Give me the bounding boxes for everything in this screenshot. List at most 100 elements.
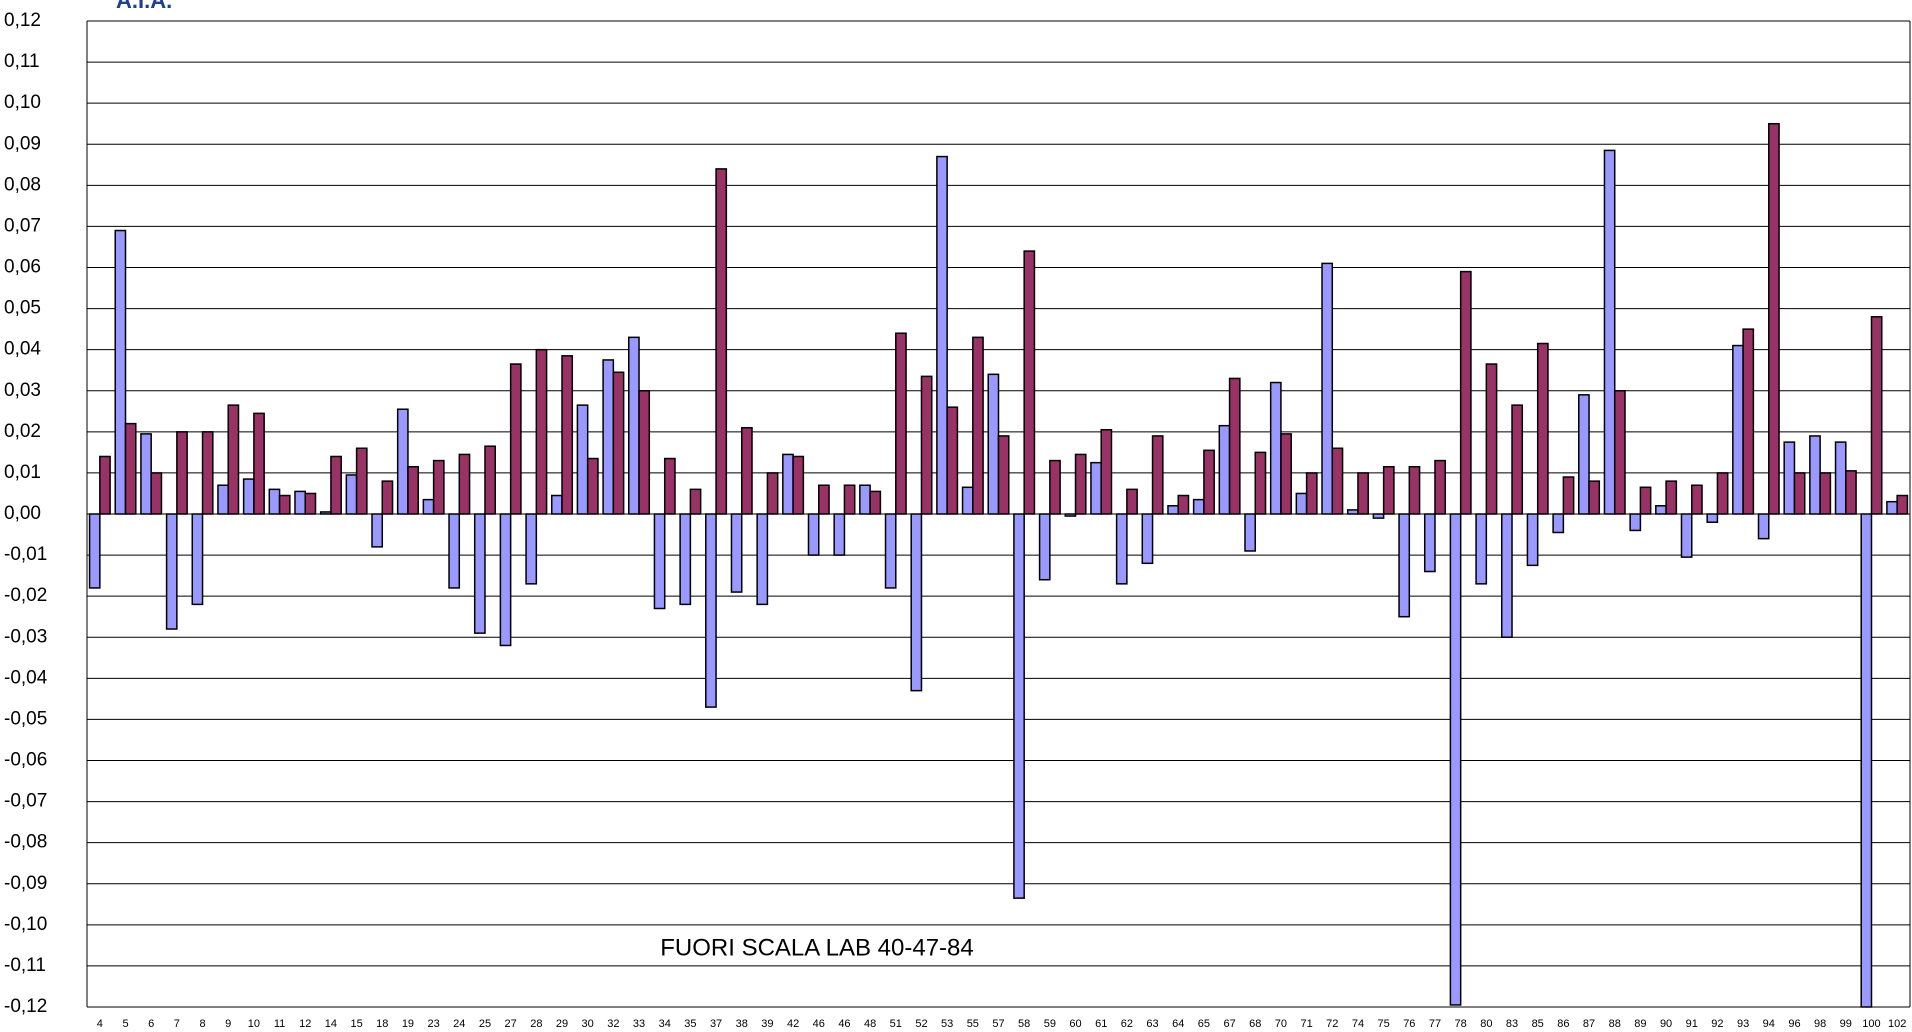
bar [792,455,805,515]
bar [1886,500,1898,515]
bar [1578,394,1590,515]
x-tick-label: 39 [761,1018,773,1030]
x-tick-label: 91 [1686,1018,1698,1030]
bar [1562,476,1575,515]
bar [1613,390,1626,515]
y-tick-label: -0,12 [4,996,47,1017]
bar [756,513,769,606]
x-tick-label: 100 [1862,1018,1880,1030]
x-tick-label: 98 [1814,1018,1826,1030]
y-tick-label: 0,01 [4,462,41,483]
bar [1177,494,1190,515]
x-tick-label: 28 [530,1018,542,1030]
y-tick-label: -0,04 [4,667,48,688]
x-tick-label: 11 [274,1018,285,1030]
x-tick-label: 72 [1326,1018,1338,1030]
bar [1655,505,1667,515]
y-tick-label: 0,10 [4,92,41,113]
y-tick-label: -0,06 [4,750,47,771]
bar [525,513,538,585]
bar [448,513,461,589]
bar [628,336,640,515]
x-tick-label: 12 [299,1018,311,1030]
x-tick-label: 51 [890,1018,902,1030]
bar [1716,472,1729,515]
bar [1218,424,1231,515]
bar [576,404,589,515]
x-tick-label: 46 [838,1018,850,1030]
bar [422,498,435,515]
x-tick-label: 10 [248,1018,260,1030]
bar [191,513,204,606]
bar [1819,472,1832,515]
bar [1382,466,1395,515]
x-tick-label: 89 [1634,1018,1646,1030]
bar [1834,441,1847,515]
bar [99,455,111,515]
logo: A.I.A. [116,0,172,13]
bar [884,513,897,589]
bar [859,484,871,515]
bar [396,408,409,515]
bar [176,431,188,515]
bar [740,426,753,515]
bar [1783,441,1796,515]
x-tick-label: 78 [1455,1018,1467,1030]
bar [602,359,615,515]
bar [869,490,882,515]
x-tick-label: 15 [350,1018,362,1030]
x-tick-label: 37 [710,1018,722,1030]
bar [705,513,717,708]
bar [1706,513,1719,523]
bar [1449,513,1462,1006]
x-tick-label: 58 [1018,1018,1030,1030]
bar [1526,513,1539,567]
x-tick-label: 74 [1352,1018,1364,1030]
y-tick-label: 0,09 [4,133,41,154]
x-tick-label: 64 [1172,1018,1184,1030]
y-tick-label: 0,11 [4,51,40,72]
bar [165,513,178,630]
bar [278,494,291,515]
bar [1331,447,1344,515]
x-tick-label: 23 [428,1018,440,1030]
y-tick-label: 0,05 [4,298,41,319]
x-tick-label: 38 [736,1018,748,1030]
x-tick-label: 68 [1249,1018,1261,1030]
bar [1100,429,1113,515]
bar [843,484,856,515]
bar [371,513,384,548]
bar [1603,149,1616,515]
bar [1809,435,1821,515]
x-tick-label: 46 [813,1018,825,1030]
x-tick-label: 35 [684,1018,696,1030]
bar [1845,470,1857,515]
bar [1793,472,1806,515]
x-tick-label: 9 [225,1018,231,1030]
bar [663,457,676,515]
bar [1742,328,1755,515]
x-tick-label: 92 [1711,1018,1723,1030]
bar [473,513,486,634]
bar [1629,513,1642,532]
bar [1434,459,1447,515]
x-tick-label: 14 [325,1018,337,1030]
bar [88,513,101,589]
bar [1357,472,1369,515]
y-tick-label: 0,04 [4,339,41,360]
bar [381,480,394,515]
bar [679,513,692,606]
x-tick-label: 18 [376,1018,388,1030]
bar [1038,513,1051,581]
x-tick-label: 102 [1888,1018,1906,1030]
bar [586,457,599,515]
bar [1192,498,1205,515]
bar [997,435,1010,515]
bar [961,486,974,515]
bar [150,472,163,515]
bar [946,406,959,515]
bar [407,466,419,515]
bar [268,488,281,515]
